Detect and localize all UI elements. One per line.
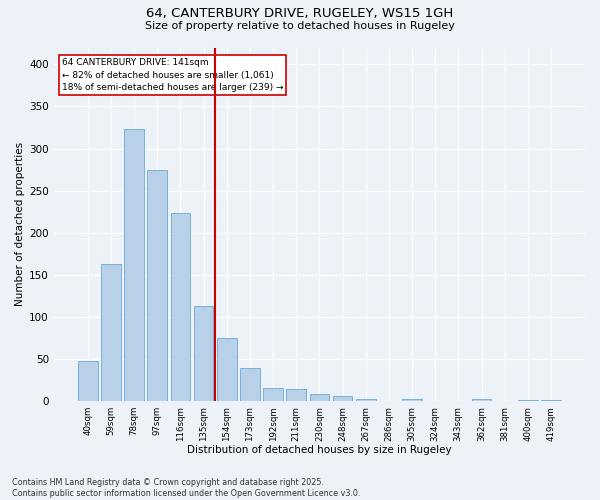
Bar	[124, 129, 144, 401]
Text: Contains HM Land Registry data © Crown copyright and database right 2025.
Contai: Contains HM Land Registry data © Crown c…	[12, 478, 361, 498]
Text: Size of property relative to detached houses in Rugeley: Size of property relative to detached ho…	[145, 21, 455, 31]
Bar	[101, 264, 121, 401]
Bar	[402, 398, 422, 401]
Bar	[217, 338, 236, 401]
Bar	[310, 394, 329, 401]
X-axis label: Distribution of detached houses by size in Rugeley: Distribution of detached houses by size …	[187, 445, 452, 455]
Y-axis label: Number of detached properties: Number of detached properties	[15, 142, 25, 306]
Bar	[518, 400, 538, 401]
Bar	[333, 396, 352, 401]
Text: 64 CANTERBURY DRIVE: 141sqm
← 82% of detached houses are smaller (1,061)
18% of : 64 CANTERBURY DRIVE: 141sqm ← 82% of det…	[62, 58, 283, 92]
Bar	[78, 360, 98, 401]
Bar	[356, 398, 376, 401]
Bar	[194, 306, 214, 401]
Bar	[240, 368, 260, 401]
Bar	[148, 170, 167, 401]
Text: 64, CANTERBURY DRIVE, RUGELEY, WS15 1GH: 64, CANTERBURY DRIVE, RUGELEY, WS15 1GH	[146, 8, 454, 20]
Bar	[472, 400, 491, 401]
Bar	[286, 390, 306, 401]
Bar	[170, 212, 190, 401]
Bar	[541, 400, 561, 401]
Bar	[263, 388, 283, 401]
